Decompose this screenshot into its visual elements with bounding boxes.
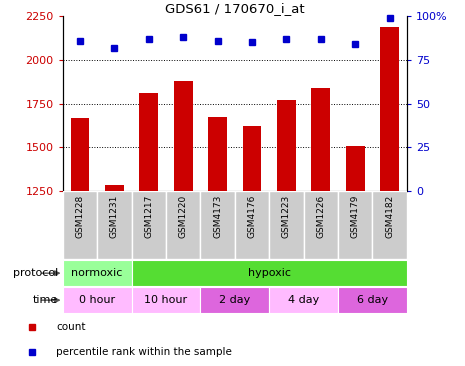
Text: count: count (56, 322, 86, 332)
Bar (132, 260, 407, 286)
Bar (269, 287, 338, 313)
Bar (338, 287, 407, 313)
Bar (372, 191, 407, 259)
Text: hypoxic: hypoxic (248, 268, 291, 278)
Bar (235, 191, 269, 259)
Bar (132, 191, 166, 259)
Text: 2 day: 2 day (219, 295, 251, 305)
Bar (200, 287, 269, 313)
Bar (269, 191, 304, 259)
Text: GSM1223: GSM1223 (282, 195, 291, 238)
Text: GSM4182: GSM4182 (385, 195, 394, 238)
Bar (208, 117, 227, 191)
Bar (71, 118, 89, 191)
Text: 6 day: 6 day (357, 295, 388, 305)
Text: 10 hour: 10 hour (145, 295, 187, 305)
Bar (97, 191, 132, 259)
Bar (380, 27, 399, 191)
Bar (63, 287, 132, 313)
Text: 4 day: 4 day (288, 295, 319, 305)
Text: GSM1217: GSM1217 (144, 195, 153, 238)
Bar (338, 191, 372, 259)
Text: protocol: protocol (13, 268, 58, 278)
Text: GSM1226: GSM1226 (316, 195, 326, 238)
Bar (312, 88, 330, 191)
Bar (63, 191, 97, 259)
Bar (346, 146, 365, 191)
Bar (304, 191, 338, 259)
Text: GSM4179: GSM4179 (351, 195, 360, 238)
Bar (105, 185, 124, 191)
Text: percentile rank within the sample: percentile rank within the sample (56, 347, 232, 357)
Text: normoxic: normoxic (72, 268, 123, 278)
Bar (200, 191, 235, 259)
Text: GSM4173: GSM4173 (213, 195, 222, 238)
Bar (63, 260, 132, 286)
Text: GSM1228: GSM1228 (75, 195, 85, 238)
Text: 0 hour: 0 hour (79, 295, 115, 305)
Bar (174, 81, 193, 191)
Bar (277, 100, 296, 191)
Title: GDS61 / 170670_i_at: GDS61 / 170670_i_at (165, 2, 305, 15)
Text: GSM1220: GSM1220 (179, 195, 188, 238)
Bar (132, 287, 200, 313)
Bar (140, 93, 158, 191)
Text: GSM1231: GSM1231 (110, 195, 119, 238)
Bar (243, 126, 261, 191)
Text: GSM4176: GSM4176 (247, 195, 257, 238)
Text: time: time (33, 295, 58, 305)
Bar (166, 191, 200, 259)
